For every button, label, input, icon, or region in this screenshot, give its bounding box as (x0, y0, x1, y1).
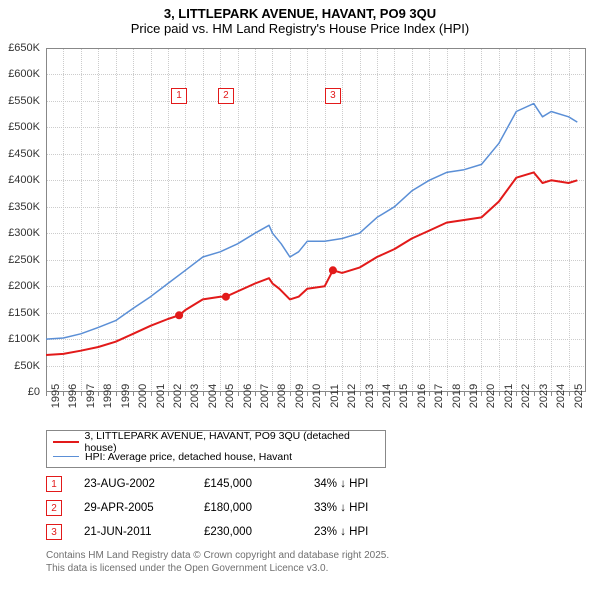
legend-label: HPI: Average price, detached house, Hava… (85, 451, 292, 463)
y-tick-label: £200K (8, 280, 40, 292)
x-tick (551, 392, 552, 396)
legend-swatch (53, 456, 79, 457)
x-tick (290, 392, 291, 396)
x-tick (447, 392, 448, 396)
y-tick-label: £250K (8, 254, 40, 266)
callout-1: 1 (171, 88, 187, 104)
title-line2: Price paid vs. HM Land Registry's House … (0, 21, 600, 36)
x-tick (429, 392, 430, 396)
x-tick (307, 392, 308, 396)
legend-row: 3, LITTLEPARK AVENUE, HAVANT, PO9 3QU (d… (53, 434, 379, 449)
series-line-price_paid (46, 172, 577, 355)
y-tick-label: £500K (8, 121, 40, 133)
y-tick-label: £650K (8, 42, 40, 54)
x-tick (325, 392, 326, 396)
chart-container: 3, LITTLEPARK AVENUE, HAVANT, PO9 3QU Pr… (0, 0, 600, 590)
x-tick (412, 392, 413, 396)
callout-3: 3 (325, 88, 341, 104)
y-tick-label: £400K (8, 174, 40, 186)
y-tick-label: £0 (28, 386, 40, 398)
title-block: 3, LITTLEPARK AVENUE, HAVANT, PO9 3QU Pr… (0, 0, 600, 36)
sale-row: 3 21-JUN-2011£230,00023% ↓ HPI (46, 520, 368, 544)
sale-date: 29-APR-2005 (84, 502, 204, 514)
sale-date: 21-JUN-2011 (84, 526, 204, 538)
x-tick (272, 392, 273, 396)
x-tick (569, 392, 570, 396)
x-tick (534, 392, 535, 396)
x-tick (63, 392, 64, 396)
sale-marker: 2 (46, 500, 62, 516)
sale-price: £180,000 (204, 502, 314, 514)
title-line1: 3, LITTLEPARK AVENUE, HAVANT, PO9 3QU (0, 6, 600, 21)
footer: Contains HM Land Registry data © Crown c… (46, 550, 389, 575)
sales-table: 1 23-AUG-2002£145,00034% ↓ HPI 2 29-APR-200… (46, 472, 368, 544)
series-svg (46, 48, 586, 392)
y-tick-label: £550K (8, 95, 40, 107)
legend: 3, LITTLEPARK AVENUE, HAVANT, PO9 3QU (d… (46, 430, 386, 468)
x-tick (481, 392, 482, 396)
sale-delta: 34% ↓ HPI (314, 478, 368, 490)
series-marker-price_paid (329, 266, 337, 274)
sale-delta: 23% ↓ HPI (314, 526, 368, 538)
series-line-hpi (46, 104, 577, 340)
sale-row: 1 23-AUG-2002£145,00034% ↓ HPI (46, 472, 368, 496)
sale-price: £145,000 (204, 478, 314, 490)
series-marker-price_paid (175, 311, 183, 319)
y-tick-label: £350K (8, 201, 40, 213)
y-tick-label: £600K (8, 68, 40, 80)
x-tick (81, 392, 82, 396)
x-tick (203, 392, 204, 396)
x-tick (499, 392, 500, 396)
legend-swatch (53, 441, 79, 443)
callout-2: 2 (218, 88, 234, 104)
y-tick-label: £50K (14, 360, 40, 372)
y-tick-label: £150K (8, 307, 40, 319)
footer-line2: This data is licensed under the Open Gov… (46, 563, 389, 576)
x-tick (168, 392, 169, 396)
x-tick (116, 392, 117, 396)
x-tick (151, 392, 152, 396)
x-tick (98, 392, 99, 396)
sale-date: 23-AUG-2002 (84, 478, 204, 490)
x-tick (255, 392, 256, 396)
y-tick-label: £450K (8, 148, 40, 160)
x-tick (394, 392, 395, 396)
x-tick (342, 392, 343, 396)
y-tick-label: £300K (8, 227, 40, 239)
x-tick (46, 392, 47, 396)
y-tick-label: £100K (8, 333, 40, 345)
footer-line1: Contains HM Land Registry data © Crown c… (46, 550, 389, 563)
x-tick (133, 392, 134, 396)
series-marker-price_paid (222, 293, 230, 301)
x-tick (238, 392, 239, 396)
x-tick (516, 392, 517, 396)
x-tick (220, 392, 221, 396)
x-tick (377, 392, 378, 396)
chart-area: £0£50K£100K£150K£200K£250K£300K£350K£400… (46, 48, 586, 392)
sale-price: £230,000 (204, 526, 314, 538)
x-tick (185, 392, 186, 396)
sale-delta: 33% ↓ HPI (314, 502, 368, 514)
sale-marker: 3 (46, 524, 62, 540)
x-tick (464, 392, 465, 396)
sale-row: 2 29-APR-2005£180,00033% ↓ HPI (46, 496, 368, 520)
x-tick (360, 392, 361, 396)
sale-marker: 1 (46, 476, 62, 492)
